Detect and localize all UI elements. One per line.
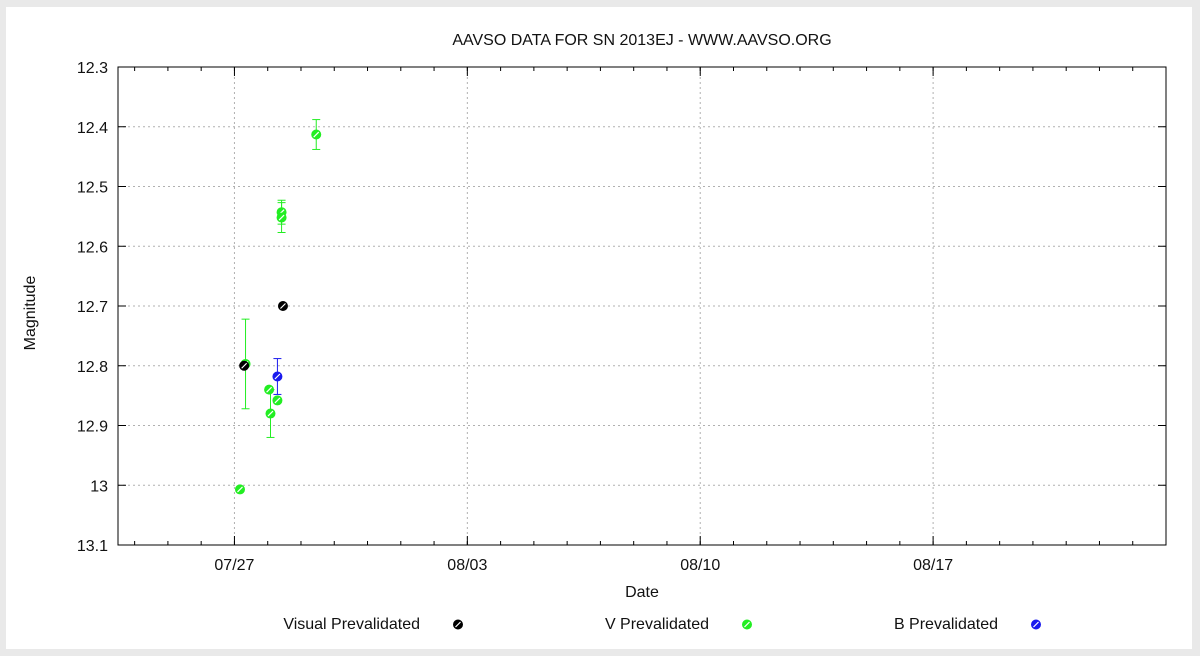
x-tick-label: 08/10 bbox=[680, 557, 720, 574]
legend-marker bbox=[1031, 619, 1041, 630]
legend-item: V Prevalidated bbox=[605, 616, 752, 633]
grid-lines bbox=[118, 67, 1166, 545]
marker-slash bbox=[274, 397, 281, 404]
axis-ticks: 12.3 12.4 12.5 12.6 12.7 12.8 12.9 13 13.1 07/27 0… bbox=[77, 60, 1167, 574]
data-points bbox=[234, 119, 322, 495]
data-point bbox=[276, 212, 287, 223]
y-axis-label: Magnitude bbox=[22, 276, 39, 351]
legend-item: B Prevalidated bbox=[894, 616, 1041, 633]
chart-panel: AAVSO DATA FOR SN 2013EJ - WWW.AAVSO.ORG… bbox=[6, 7, 1192, 649]
legend-item: Visual Prevalidated bbox=[283, 616, 463, 633]
data-point bbox=[265, 408, 276, 419]
legend: Visual Prevalidated V Prevalidated B Preva… bbox=[283, 616, 1041, 633]
marker-slash bbox=[266, 386, 273, 393]
x-tick-label: 07/27 bbox=[214, 557, 254, 574]
x-axis-label: Date bbox=[625, 584, 659, 601]
y-tick-label: 12.7 bbox=[77, 299, 108, 316]
y-tick-label: 13 bbox=[90, 478, 108, 495]
marker-slash bbox=[280, 303, 286, 309]
marker-slash bbox=[455, 621, 461, 628]
marker-slash bbox=[237, 486, 243, 493]
data-point bbox=[264, 384, 275, 395]
y-tick-label: 12.3 bbox=[77, 60, 108, 77]
legend-label: B Prevalidated bbox=[894, 616, 998, 633]
y-tick-label: 12.9 bbox=[77, 419, 108, 436]
x-tick-label: 08/03 bbox=[447, 557, 487, 574]
marker-slash bbox=[241, 362, 248, 369]
legend-label: V Prevalidated bbox=[605, 616, 709, 633]
y-tick-label: 12.4 bbox=[77, 120, 108, 137]
chart-title: AAVSO DATA FOR SN 2013EJ - WWW.AAVSO.ORG bbox=[452, 32, 831, 49]
marker-slash bbox=[278, 214, 285, 221]
data-point bbox=[272, 371, 283, 382]
marker-slash bbox=[274, 373, 281, 380]
y-tick-label: 12.5 bbox=[77, 180, 108, 197]
data-point bbox=[234, 484, 245, 495]
y-tick-label: 13.1 bbox=[77, 538, 108, 555]
chart-svg: AAVSO DATA FOR SN 2013EJ - WWW.AAVSO.ORG… bbox=[22, 32, 1167, 633]
data-point bbox=[277, 301, 288, 311]
data-point bbox=[272, 395, 283, 406]
marker-slash bbox=[744, 621, 750, 628]
legend-marker bbox=[742, 619, 752, 630]
data-point bbox=[239, 360, 250, 371]
y-tick-label: 12.6 bbox=[77, 239, 108, 256]
marker-slash bbox=[313, 131, 320, 138]
data-point bbox=[311, 129, 322, 140]
legend-marker bbox=[453, 619, 463, 630]
x-tick-label: 08/17 bbox=[913, 557, 953, 574]
y-tick-label: 12.8 bbox=[77, 359, 108, 376]
marker-slash bbox=[1033, 621, 1039, 628]
legend-label: Visual Prevalidated bbox=[283, 616, 420, 633]
marker-slash bbox=[267, 410, 274, 417]
